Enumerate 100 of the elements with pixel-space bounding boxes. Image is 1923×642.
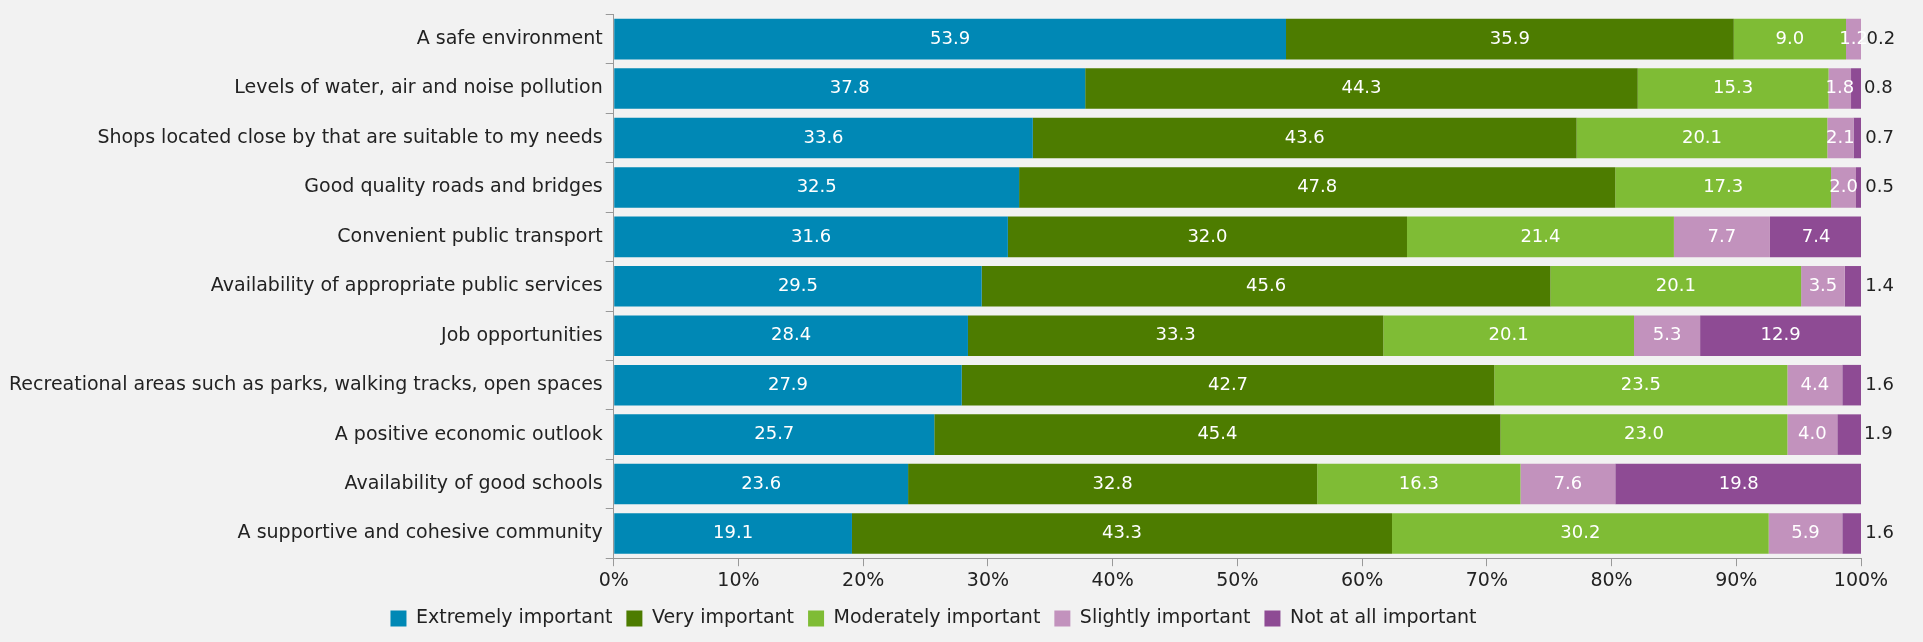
data-label: 20.1	[1488, 323, 1529, 345]
legend-label: Moderately important	[833, 605, 1041, 628]
data-label: 20.1	[1655, 273, 1696, 295]
bar	[614, 513, 852, 554]
data-label: 44.3	[1341, 76, 1382, 98]
data-label: 0.2	[1866, 26, 1896, 48]
data-label: 1.6	[1865, 521, 1894, 543]
y-tick-label: Convenient public transport	[337, 223, 603, 246]
data-label: 0.5	[1865, 175, 1894, 197]
data-label: 47.8	[1297, 175, 1338, 197]
bar	[1494, 364, 1788, 406]
bar	[1787, 414, 1838, 455]
y-tick-label: Job opportunities	[440, 322, 603, 345]
data-label: 42.7	[1207, 372, 1249, 394]
data-label: 4.0	[1798, 422, 1827, 444]
x-tick-label: 70%	[1465, 567, 1508, 590]
bar	[1851, 68, 1861, 109]
bar	[1637, 68, 1829, 109]
bar	[1576, 117, 1828, 159]
bar	[1550, 266, 1802, 307]
bar	[614, 414, 935, 455]
data-label: 33.3	[1155, 323, 1196, 345]
data-label: 30.2	[1560, 521, 1601, 543]
bar	[981, 266, 1551, 307]
data-label: 23.6	[741, 471, 782, 493]
data-label: 4.4	[1800, 372, 1830, 394]
data-label: 0.8	[1864, 76, 1893, 98]
x-tick-label: 80%	[1590, 567, 1633, 590]
legend-label: Not at all important	[1289, 605, 1477, 628]
bar	[1700, 315, 1861, 357]
bar	[614, 117, 1033, 159]
x-tick-label: 10%	[717, 567, 760, 590]
bar	[1383, 315, 1634, 357]
bar	[614, 463, 909, 505]
bar	[614, 364, 962, 406]
bar	[614, 68, 1086, 109]
y-tick-label: Recreational areas such as parks, walking tracks, open spaces	[9, 372, 603, 395]
data-label: 53.9	[930, 26, 971, 48]
bar	[1801, 266, 1845, 307]
data-label: 19.8	[1718, 471, 1759, 493]
data-label: 7.4	[1801, 224, 1831, 246]
bar	[1842, 364, 1861, 406]
bar	[1837, 414, 1861, 455]
data-label: 3.5	[1808, 273, 1838, 295]
x-tick-label: 60%	[1340, 567, 1384, 590]
data-label: 5.3	[1652, 323, 1682, 345]
bar	[1615, 167, 1832, 208]
data-label: 19.1	[713, 521, 754, 543]
y-tick-label: Availability of good schools	[344, 470, 603, 493]
bar	[1768, 513, 1843, 554]
x-tick-label: 100%	[1833, 567, 1889, 590]
data-label: 32.5	[796, 175, 837, 197]
y-tick-label: Good quality roads and bridges	[304, 174, 603, 197]
bar	[934, 414, 1501, 455]
bar	[1769, 216, 1861, 258]
legend-label: Slightly important	[1079, 605, 1251, 628]
data-label: 16.3	[1398, 471, 1439, 493]
bar	[1032, 117, 1577, 159]
data-label: 32.8	[1092, 471, 1133, 493]
data-label: 21.4	[1520, 224, 1561, 246]
y-tick-label: A safe environment	[416, 26, 603, 49]
data-label: 37.8	[829, 76, 870, 98]
data-label: 23.5	[1620, 372, 1661, 394]
data-label: 2.1	[1826, 125, 1855, 147]
y-tick-label: A positive economic outlook	[334, 421, 603, 444]
y-tick-label: Shops located close by that are suitable to my needs	[97, 124, 603, 147]
x-tick-label: 40%	[1091, 567, 1134, 590]
data-label: 5.9	[1791, 521, 1820, 543]
legend-label: Extremely important	[415, 605, 613, 628]
data-label: 43.3	[1101, 521, 1143, 543]
bar	[1856, 167, 1861, 208]
x-tick-label: 20%	[842, 567, 885, 590]
data-label: 45.6	[1246, 273, 1287, 295]
data-label: 32.0	[1187, 224, 1228, 246]
data-label: 7.7	[1707, 224, 1737, 246]
x-tick-label: 0%	[598, 567, 629, 590]
x-tick-label: 30%	[966, 567, 1010, 590]
bar	[1500, 414, 1788, 455]
bar	[1673, 216, 1770, 258]
legend-label: Very important	[651, 605, 795, 628]
bar	[1634, 315, 1701, 357]
y-tick-label: A supportive and cohesive community	[237, 520, 603, 543]
bar	[1844, 266, 1861, 307]
bar	[1085, 68, 1638, 109]
bar	[851, 513, 1393, 554]
data-label: 20.1	[1681, 125, 1723, 147]
data-label: 43.6	[1284, 125, 1325, 147]
data-label: 29.5	[777, 273, 818, 295]
x-tick-label: 90%	[1715, 567, 1758, 590]
bar	[614, 266, 982, 307]
bar	[614, 216, 1008, 258]
data-label: 35.9	[1489, 26, 1530, 48]
data-label: 27.9	[767, 372, 809, 394]
data-label: 15.3	[1713, 76, 1754, 98]
data-label: 1.6	[1865, 372, 1894, 394]
bar	[614, 315, 968, 357]
bar	[614, 18, 1287, 60]
bar	[1007, 216, 1407, 258]
bar	[1286, 18, 1734, 60]
data-label: 25.7	[754, 422, 795, 444]
